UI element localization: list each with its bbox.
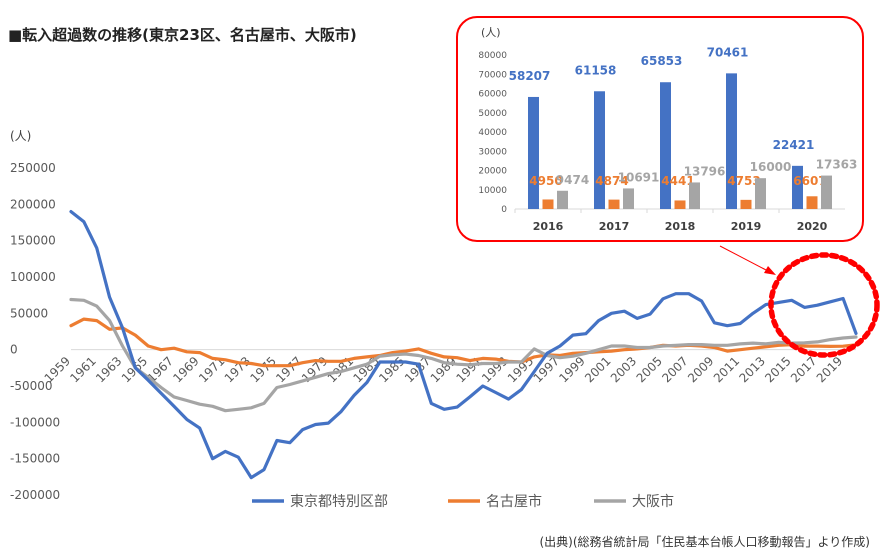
inset-y-unit: (人) (481, 26, 501, 39)
y-tick-label: -50000 (10, 379, 53, 393)
source-note: (出典)(総務省統計局「住民基本台帳人口移動報告」より作成) (539, 535, 871, 549)
inset-data-label-osaka: 17363 (816, 158, 858, 172)
inset-bar-nagoya (674, 200, 686, 209)
inset-bar-chart: (人) 80000 70000 60000 50000 40000 30000 20000 10… (456, 16, 864, 242)
series-line-nagoya (69, 317, 858, 368)
x-tick-label: 2013 (737, 354, 768, 385)
inset-bar-tokyo (792, 165, 803, 209)
x-tick-label: 1985 (376, 354, 407, 385)
inset-data-label-osaka: 13796 (684, 164, 726, 178)
inset-data-label-tokyo: 65853 (641, 54, 683, 68)
x-tick-label: 1961 (67, 354, 98, 385)
inset-y-tick-label: 50000 (478, 109, 507, 119)
legend-label-osaka: 大阪市 (632, 493, 674, 510)
inset-data-label-nagoya: 4441 (661, 174, 694, 188)
x-tick-label: 1975 (248, 354, 279, 385)
highlight-annotation (719, 245, 880, 358)
inset-data-label-osaka: 9474 (556, 173, 589, 187)
x-tick-label: 1959 (42, 354, 73, 385)
legend-label-tokyo: 東京都特別区部 (290, 494, 388, 510)
inset-category-label: 2019 (731, 220, 762, 233)
series-line-osaka (69, 297, 858, 413)
y-axis-unit: (人) (10, 129, 31, 143)
legend-label-nagoya: 名古屋市 (486, 493, 542, 510)
x-tick-label: 2015 (762, 354, 793, 385)
inset-bar-nagoya (608, 199, 620, 209)
inset-y-tick-label: 30000 (478, 147, 507, 157)
inset-data-label-tokyo: 70461 (707, 45, 749, 59)
x-tick-label: 2011 (711, 354, 742, 385)
inset-data-label-tokyo: 61158 (575, 63, 617, 77)
inset-data-label-tokyo: 22421 (773, 138, 815, 152)
inset-bar-tokyo (528, 96, 539, 209)
inset-bar-osaka (557, 190, 568, 209)
inset-data-label-osaka: 10691 (618, 170, 660, 184)
inset-bar-osaka (755, 178, 766, 209)
callout-arrow-line (719, 245, 769, 272)
inset-category-label: 2016 (533, 220, 564, 233)
x-tick-label: 1963 (93, 354, 124, 385)
inset-category-label: 2017 (599, 220, 630, 233)
inset-bar-tokyo (594, 91, 605, 209)
y-tick-label: 50000 (10, 306, 48, 320)
y-tick-label: 0 (10, 343, 18, 357)
series-line-tokyo (69, 210, 858, 480)
inset-y-tick-label: 20000 (478, 167, 507, 177)
callout-arrow-head (764, 266, 776, 275)
y-tick-label: 250000 (10, 161, 56, 175)
x-tick-label: 2019 (814, 354, 845, 385)
inset-bar-nagoya (740, 199, 752, 209)
y-tick-label: 150000 (10, 234, 56, 248)
inset-y-tick-label: 40000 (478, 128, 507, 138)
x-tick-label: 2003 (608, 354, 639, 385)
inset-y-tick-label: 60000 (478, 90, 507, 100)
x-tick-label: 1969 (170, 354, 201, 385)
inset-bar-tokyo (726, 73, 737, 209)
x-tick-label: 1965 (119, 354, 150, 385)
x-tick-label: 2007 (659, 354, 690, 385)
x-tick-label: 2005 (634, 354, 665, 385)
inset-y-tick-label: 80000 (478, 51, 507, 61)
inset-bar-osaka (689, 182, 700, 209)
inset-bar-nagoya (542, 199, 554, 209)
dotted-highlight-circle (768, 252, 880, 358)
y-tick-label: -200000 (10, 488, 60, 502)
inset-data-label-tokyo: 58207 (509, 69, 551, 83)
inset-y-tick-label: 10000 (478, 186, 507, 196)
y-tick-label: 100000 (10, 270, 56, 284)
y-tick-label: -100000 (10, 415, 60, 429)
inset-data-label-osaka: 16000 (750, 160, 792, 174)
inset-bar-tokyo (660, 82, 671, 209)
inset-y-tick-label: 0 (501, 205, 507, 215)
inset-category-label: 2018 (665, 220, 696, 233)
y-tick-label: -150000 (10, 452, 60, 466)
y-tick-label: 200000 (10, 197, 56, 211)
inset-y-tick-label: 70000 (478, 70, 507, 80)
page-title: ■転入超過数の推移(東京23区、名古屋市、大阪市) (8, 26, 357, 44)
inset-bar-nagoya (806, 196, 818, 209)
inset-data-label-nagoya: 4950 (529, 174, 562, 188)
inset-data-label-nagoya: 4874 (595, 174, 628, 188)
x-tick-label: 2009 (685, 354, 716, 385)
x-tick-label: 2017 (788, 354, 819, 385)
inset-data-label-nagoya: 4753 (727, 174, 760, 188)
inset-data-label-nagoya: 6607 (793, 174, 826, 188)
inset-category-label: 2020 (797, 220, 828, 233)
inset-bar-osaka (821, 175, 832, 209)
inset-bar-osaka (623, 188, 634, 209)
x-tick-label: 2001 (582, 354, 613, 385)
